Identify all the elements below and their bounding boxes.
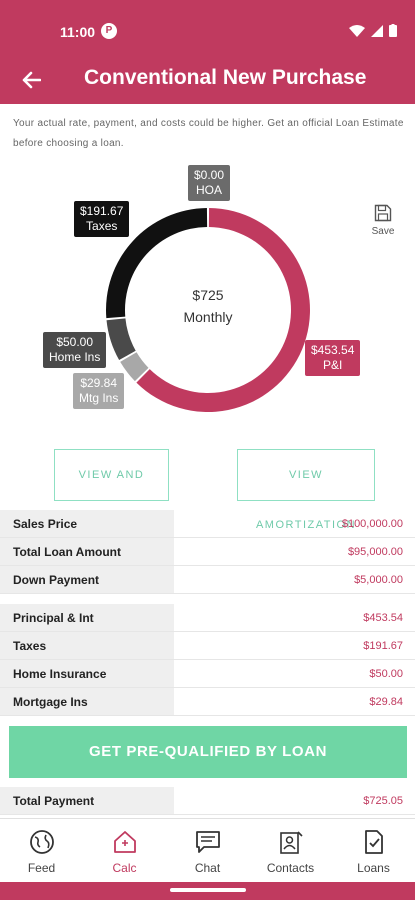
nav-label: Contacts	[266, 861, 315, 875]
table-row: Total Loan Amount $95,000.00	[0, 538, 415, 566]
donut-slice-p-i	[136, 208, 310, 412]
nav-item-chat[interactable]: Chat	[166, 819, 249, 882]
calc-house-icon	[113, 831, 136, 853]
wifi-icon	[349, 24, 365, 37]
nav-item-contacts[interactable]: Contacts	[249, 819, 332, 882]
row-label: Mortgage Ins	[0, 688, 174, 715]
back-button[interactable]	[14, 64, 48, 96]
contacts-icon	[279, 831, 303, 854]
table-row: Principal & Int $453.54	[0, 604, 415, 632]
slice-tag-home-ins: $50.00 Home Ins	[43, 332, 107, 368]
total-payment-table: Total Payment $725.05	[0, 787, 415, 815]
status-icons	[349, 24, 397, 37]
arrow-left-icon	[22, 71, 41, 89]
nav-label: Calc	[112, 861, 137, 875]
row-label: Sales Price	[0, 510, 174, 537]
row-label: Principal & Int	[0, 604, 174, 631]
slice-tag-taxes: $191.67 Taxes	[74, 201, 130, 237]
slice-tag-value: $50.00	[56, 335, 94, 349]
row-value: $50.00	[369, 668, 403, 680]
slice-tag-value: $453.54	[311, 343, 355, 357]
gesture-handle[interactable]	[170, 888, 246, 892]
nav-label: Feed	[27, 861, 56, 875]
row-value: $95,000.00	[347, 546, 403, 558]
row-value: $5,000.00	[354, 574, 403, 586]
slice-tag-name: Taxes	[86, 219, 118, 233]
donut-slice-mtg-ins	[120, 352, 149, 382]
row-label: Down Payment	[0, 566, 174, 593]
save-icon	[374, 204, 392, 222]
nav-item-loans[interactable]: Loans	[332, 819, 415, 882]
row-value: $191.67	[363, 640, 403, 652]
table-row: Sales Price $100,000.00	[0, 510, 415, 538]
row-value: $29.84	[369, 696, 403, 708]
donut-svg	[106, 208, 310, 412]
row-label: Total Loan Amount	[0, 538, 174, 565]
table-row: Home Insurance $50.00	[0, 660, 415, 688]
loans-icon	[364, 830, 383, 854]
table-row: Total Payment $725.05	[0, 787, 415, 815]
row-label: Total Payment	[0, 787, 174, 814]
nav-item-feed[interactable]: Feed	[0, 819, 83, 882]
slice-tag-value: $0.00	[194, 168, 225, 182]
donut-slice-home-ins	[106, 318, 136, 361]
row-label: Taxes	[0, 632, 174, 659]
app-header: Conventional New Purchase	[0, 56, 415, 104]
slice-tag-value: $191.67	[80, 204, 124, 218]
slice-tag-name: P&I	[323, 358, 343, 372]
payment-breakdown-table: Principal & Int $453.54 Taxes $191.67 Ho…	[0, 604, 415, 716]
disclaimer-text: Your actual rate, payment, and costs cou…	[13, 118, 404, 149]
row-value: $725.05	[363, 795, 403, 807]
table-row: Mortgage Ins $29.84	[0, 688, 415, 716]
page-title: Conventional New Purchase	[84, 66, 367, 89]
slice-tag-name: Home Ins	[49, 350, 101, 364]
row-label: Home Insurance	[0, 660, 174, 687]
loan-summary-table: Sales Price $100,000.00 Total Loan Amoun…	[0, 510, 415, 594]
donut-slice-taxes	[106, 208, 208, 319]
bottom-navigation: Feed Calc Chat Contacts Loans	[0, 818, 415, 882]
slice-tag-name: HOA	[196, 183, 223, 197]
gesture-bar-area	[0, 882, 415, 900]
slice-tag-value: $29.84	[80, 376, 118, 390]
slice-tag-pi: $453.54 P&I	[305, 340, 361, 376]
notification-icon: P	[101, 23, 117, 39]
view-and-share-button[interactable]: VIEW AND SHARE	[54, 449, 169, 531]
table-row: Taxes $191.67	[0, 632, 415, 660]
chart-center-amount: $725	[192, 287, 224, 303]
battery-icon	[389, 24, 397, 37]
table-row: Down Payment $5,000.00	[0, 566, 415, 594]
nav-item-calc[interactable]: Calc	[83, 819, 166, 882]
chart-center-label: Monthly	[183, 309, 233, 325]
signal-icon	[371, 24, 383, 37]
save-button[interactable]: Save	[367, 204, 399, 237]
nav-label: Chat	[194, 861, 221, 875]
get-prequalified-button[interactable]: GET PRE-QUALIFIED BY LOAN	[9, 726, 407, 778]
save-label: Save	[371, 226, 395, 237]
status-time: 11:00	[60, 24, 96, 40]
status-bar: 11:00 P	[0, 0, 415, 56]
slice-tag-hoa: $0.00 HOA	[188, 165, 231, 201]
chat-icon	[195, 831, 220, 853]
row-value: $100,000.00	[341, 518, 403, 530]
payment-donut-chart: $725 Monthly $0.00 HOA $191.67 Taxes $50…	[0, 150, 415, 450]
row-value: $453.54	[363, 612, 403, 624]
slice-tag-mtg-ins: $29.84 Mtg Ins	[73, 373, 125, 409]
nav-label: Loans	[357, 861, 390, 875]
globe-icon	[29, 830, 54, 854]
slice-tag-name: Mtg Ins	[79, 391, 119, 405]
view-amortization-button[interactable]: VIEW AMORTIZATION	[237, 449, 375, 531]
